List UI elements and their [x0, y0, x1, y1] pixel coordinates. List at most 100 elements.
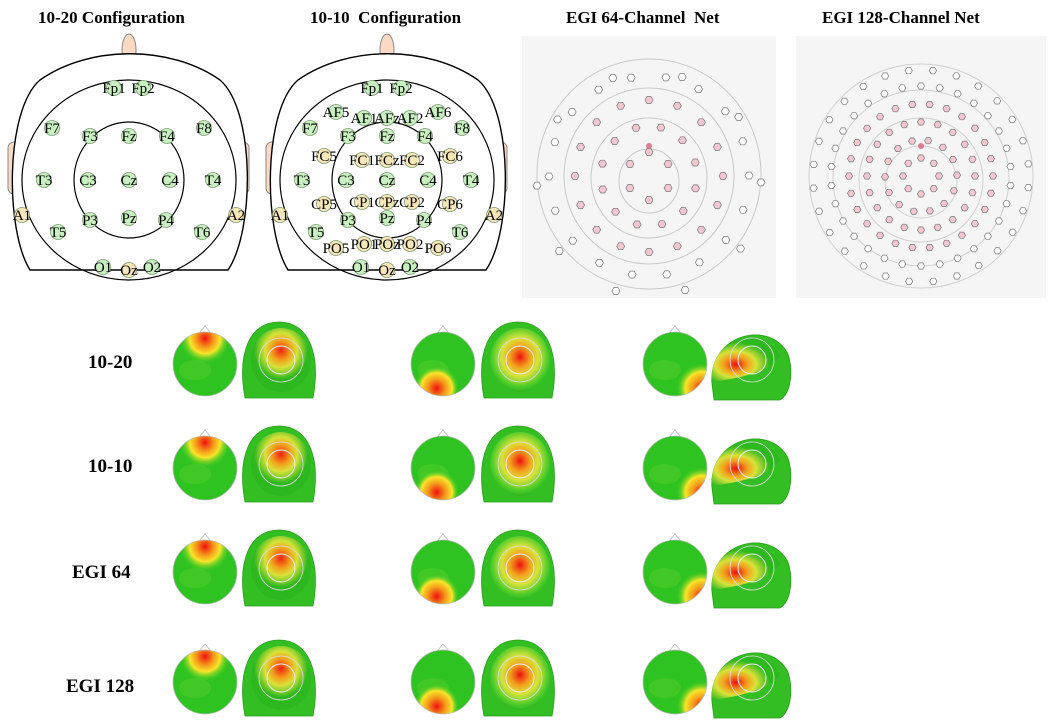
net-electrode-18 [631, 124, 641, 132]
net-electrode-43 [662, 270, 672, 279]
electrode-fc1 [354, 152, 370, 168]
electrode-fp2 [393, 80, 409, 96]
electrode-f8 [454, 120, 470, 136]
electrode-af1 [356, 110, 372, 126]
net-electrode-50 [986, 189, 995, 197]
electrode-po5 [328, 240, 344, 256]
electrode-label-fc1: FC1 [349, 153, 375, 169]
net-electrode-99 [928, 67, 937, 75]
net-electrode-52 [970, 220, 979, 228]
electrode-fc2 [404, 152, 420, 168]
net-electrode-80 [983, 232, 992, 240]
head-map-row2-col2 [481, 425, 555, 503]
title-10-20: 10-20 Configuration [38, 8, 185, 27]
net-electrode-25 [948, 128, 957, 136]
electrode-label-af6: AF6 [425, 105, 452, 121]
electrode-label-af1: AF1 [351, 111, 378, 127]
net-electrode-16 [909, 207, 918, 215]
electrode-label-pz: Pz [122, 211, 137, 227]
electrode-c4 [420, 172, 436, 188]
electrode-label-o1: O1 [94, 260, 112, 276]
net-electrode-54 [734, 113, 744, 121]
net-electrode-49 [550, 138, 560, 147]
net-electrode-19 [644, 96, 654, 104]
electrode-a1 [14, 207, 30, 223]
electrode-label-pz: Pz [380, 211, 395, 227]
net-electrode-5 [916, 190, 926, 198]
net-electrode-111 [952, 272, 961, 280]
net-electrode-123 [840, 97, 849, 105]
net-electrode-90 [831, 200, 840, 208]
electrode-label-po6: PO6 [425, 241, 452, 257]
electrode-a2 [486, 207, 502, 223]
electrode-t3 [36, 172, 52, 188]
head-map-row2-col3 [711, 438, 792, 505]
net-electrode-12 [952, 171, 962, 179]
electrode-fp1 [106, 80, 122, 96]
net-electrode-92 [827, 163, 836, 171]
net-electrode-8 [678, 136, 687, 145]
net-electrode-6 [904, 185, 913, 193]
electrode-label-afz: AFz [374, 111, 400, 127]
electrode-label-t4: T4 [463, 173, 480, 189]
electrode-po2 [402, 236, 418, 252]
electrode-label-cz: Cz [121, 173, 138, 189]
net-electrode-42 [900, 121, 909, 129]
electrode-label-o2: O2 [143, 260, 161, 276]
net-electrode-4 [929, 185, 938, 193]
net-electrode-56 [908, 244, 917, 251]
net-electrode-62 [844, 172, 854, 180]
head-diagram-10-20: Fp1 Fp2 F7 F3 Fz F4 F8 T3 C3 Cz C4 T4 A1 A2 T5 P3 Pz P4 T6… [7, 33, 250, 281]
electrode-label-fcz: FCz [374, 153, 399, 169]
net-electrode-59 [863, 220, 872, 228]
net-electrode-14 [940, 200, 949, 208]
net-electrode-4 [644, 196, 654, 204]
net-electrode-116 [840, 247, 849, 255]
electrode-t4 [205, 172, 221, 188]
electrode-label-fz: Fz [380, 129, 395, 145]
electrode-label-fp2: Fp2 [131, 81, 154, 97]
net-electrode-82 [953, 254, 962, 262]
electrode-label-p3: P3 [340, 213, 356, 229]
electrode-f8 [196, 120, 212, 136]
electrode-label-t5: T5 [308, 225, 325, 241]
electrode-fcz [379, 152, 395, 168]
net-electrode-107 [1018, 207, 1028, 215]
net-electrode-120 [809, 160, 818, 168]
net-electrode-40 [738, 205, 748, 214]
net-electrode-33 [916, 226, 926, 234]
net-electrode-46 [568, 236, 578, 245]
net-electrode-34 [616, 101, 626, 110]
electrode-p4 [158, 212, 174, 228]
electrode-label-f3: F3 [340, 129, 356, 145]
electrode-fp2 [135, 80, 151, 96]
electrode-label-cp5: CP5 [311, 197, 337, 213]
electrode-label-f7: F7 [302, 121, 318, 137]
net-electrode-21 [893, 144, 902, 152]
net-electrode-22 [908, 137, 917, 145]
electrode-a2 [228, 207, 244, 223]
net-electrode-14 [611, 207, 620, 216]
net-electrode-104 [1018, 137, 1027, 145]
net-electrode-52 [626, 73, 636, 82]
net-electrode-26 [672, 242, 682, 251]
electrode-label-fp1: Fp1 [360, 81, 383, 97]
net-electrode-38 [738, 137, 748, 146]
net-electrode-10 [691, 184, 700, 193]
electrode-label-poz: POz [374, 237, 400, 253]
electrode-f4 [159, 128, 175, 144]
electrode-oz [379, 262, 395, 278]
net-electrode-23 [718, 172, 728, 180]
net-electrode-28 [616, 242, 626, 251]
net-electrode-62 [608, 74, 618, 82]
net-electrode-56 [736, 244, 745, 253]
topomap-row1-col1 [172, 325, 238, 397]
electrode-label-oz: Oz [120, 263, 138, 279]
row-label-egi-64: EGI 64 [72, 562, 131, 583]
net-electrode-20 [884, 157, 893, 165]
topomap-row2-col1 [172, 429, 238, 501]
net-electrode-3 [934, 172, 944, 180]
net-electrode-84 [916, 262, 926, 270]
net-electrode-93 [831, 144, 840, 152]
net-electrode-108 [1008, 228, 1017, 236]
